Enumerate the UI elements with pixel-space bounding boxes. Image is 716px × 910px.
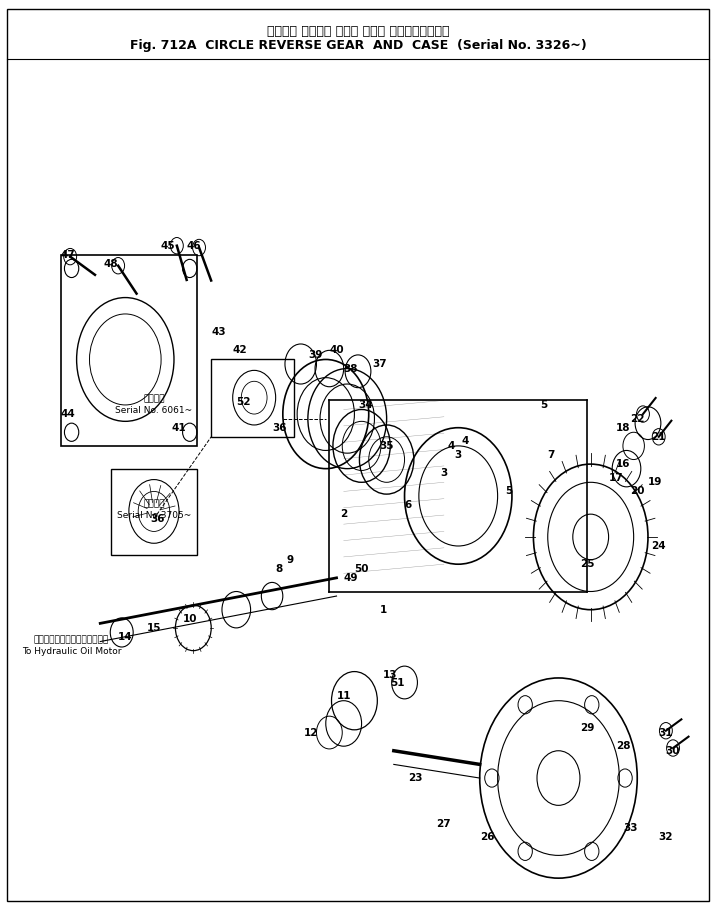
Text: 45: 45 — [161, 241, 175, 250]
Text: 3: 3 — [455, 450, 462, 460]
Text: 35: 35 — [379, 441, 394, 450]
Text: 5: 5 — [541, 400, 548, 410]
Text: 50: 50 — [354, 564, 369, 573]
Text: 16: 16 — [616, 460, 630, 469]
Text: 18: 18 — [616, 423, 630, 432]
Text: 23: 23 — [408, 774, 422, 783]
Text: 42: 42 — [233, 346, 247, 355]
Text: 10: 10 — [183, 614, 197, 623]
Text: 26: 26 — [480, 833, 494, 842]
Text: ハイドロリックオイルモータへ
To Hydraulic Oil Motor: ハイドロリックオイルモータへ To Hydraulic Oil Motor — [22, 636, 121, 656]
Text: 7: 7 — [548, 450, 555, 460]
Text: 48: 48 — [104, 259, 118, 268]
Text: 47: 47 — [61, 250, 75, 259]
Text: 51: 51 — [390, 678, 405, 687]
Text: 46: 46 — [186, 241, 200, 250]
Text: 36: 36 — [150, 514, 165, 523]
Text: 44: 44 — [61, 410, 75, 419]
Text: 適用号機
Serial No. 6061~: 適用号機 Serial No. 6061~ — [115, 395, 193, 415]
Text: 4: 4 — [448, 441, 455, 450]
Text: 37: 37 — [372, 359, 387, 369]
Text: 38: 38 — [344, 364, 358, 373]
Bar — [211, 359, 294, 437]
Text: 11: 11 — [337, 692, 351, 701]
Text: サークル リバース ギヤー および ケース（適用号機: サークル リバース ギヤー および ケース（適用号機 — [267, 25, 449, 38]
Text: 20: 20 — [630, 487, 644, 496]
Text: 29: 29 — [580, 723, 594, 733]
Text: 24: 24 — [652, 541, 666, 551]
Text: 6: 6 — [405, 501, 412, 510]
Text: 39: 39 — [308, 350, 322, 359]
Text: 30: 30 — [666, 746, 680, 755]
Text: 4: 4 — [462, 437, 469, 446]
Text: 17: 17 — [609, 473, 623, 482]
Text: 適用号機
Serial No.3705~: 適用号機 Serial No.3705~ — [117, 500, 191, 520]
Text: 19: 19 — [648, 478, 662, 487]
Text: 31: 31 — [659, 728, 673, 737]
Text: 22: 22 — [630, 414, 644, 423]
Text: 40: 40 — [329, 346, 344, 355]
Text: 3: 3 — [440, 469, 448, 478]
Text: Fig. 712A  CIRCLE REVERSE GEAR  AND  CASE  (Serial No. 3326~): Fig. 712A CIRCLE REVERSE GEAR AND CASE (… — [130, 39, 586, 52]
Text: 52: 52 — [236, 398, 251, 407]
Text: 25: 25 — [580, 560, 594, 569]
Text: 41: 41 — [172, 423, 186, 432]
Text: 34: 34 — [358, 400, 372, 410]
Text: 36: 36 — [272, 423, 286, 432]
Text: 5: 5 — [505, 487, 512, 496]
Text: 43: 43 — [211, 328, 226, 337]
Text: 2: 2 — [340, 510, 347, 519]
Text: 49: 49 — [344, 573, 358, 582]
Text: 15: 15 — [147, 623, 161, 632]
Text: 12: 12 — [304, 728, 319, 737]
Bar — [61, 255, 197, 446]
Text: 13: 13 — [383, 671, 397, 680]
Text: 9: 9 — [286, 555, 294, 564]
Bar — [111, 469, 197, 555]
Text: 1: 1 — [379, 605, 387, 614]
Text: 28: 28 — [616, 742, 630, 751]
Text: 8: 8 — [276, 564, 283, 573]
Text: 27: 27 — [437, 819, 451, 828]
Text: 33: 33 — [623, 824, 637, 833]
Text: 14: 14 — [118, 632, 132, 642]
Text: 21: 21 — [652, 432, 666, 441]
Text: 32: 32 — [659, 833, 673, 842]
